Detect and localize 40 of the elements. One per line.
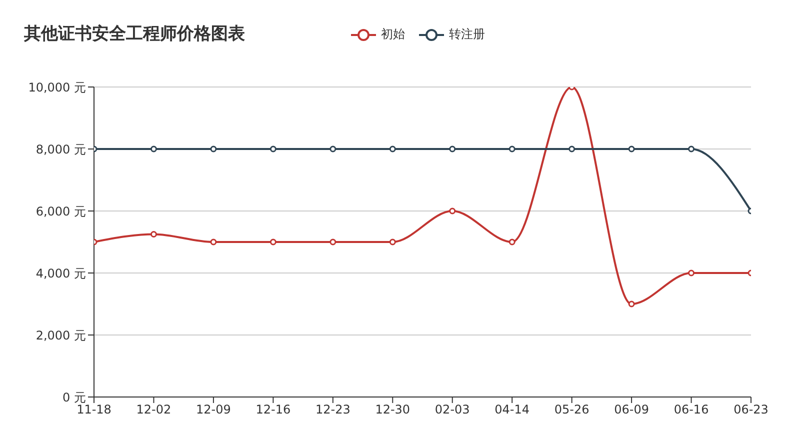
y-tick-label: 10,000 元 [28, 80, 86, 94]
y-tick-label: 2,000 元 [36, 328, 86, 342]
point [449, 146, 456, 152]
point [330, 238, 336, 246]
x-tick-label: 12-30 [375, 402, 410, 417]
point [270, 238, 276, 246]
point [330, 146, 336, 152]
point [389, 146, 396, 152]
x-tick-label: 06-23 [734, 402, 768, 417]
point [628, 146, 635, 152]
point [688, 146, 695, 152]
y-tick-label: 0 元 [62, 390, 86, 404]
point [688, 270, 695, 276]
x-tick-label: 12-09 [196, 402, 231, 417]
point [568, 146, 576, 152]
y-tick-label: 8,000 元 [36, 142, 86, 156]
x-tick-label: 11-18 [76, 402, 112, 417]
x-tick-label: 06-09 [614, 402, 649, 417]
y-tick-label: 6,000 元 [36, 204, 86, 218]
point [628, 300, 635, 308]
point [508, 146, 516, 152]
point [449, 208, 456, 214]
x-tick-label: 02-03 [434, 402, 470, 417]
legend-label: 转注册 [448, 26, 485, 43]
point [389, 238, 396, 246]
x-tick-label: 12-23 [315, 402, 350, 417]
x-tick-label: 06-16 [674, 402, 709, 417]
chart-title: 其他证书安全工程师价格图表 [24, 23, 245, 45]
point [270, 146, 276, 152]
x-tick-label: 12-16 [256, 402, 291, 417]
x-tick-label: 12-02 [136, 402, 172, 417]
x-tick-label: 05-26 [554, 402, 590, 417]
point [210, 146, 217, 152]
point [508, 238, 516, 246]
point [150, 146, 157, 152]
x-tick-label: 04-14 [494, 402, 530, 417]
y-tick-label: 4,000 元 [36, 266, 86, 280]
point [210, 238, 217, 246]
legend-label: 初始 [380, 26, 405, 43]
point [150, 231, 157, 238]
